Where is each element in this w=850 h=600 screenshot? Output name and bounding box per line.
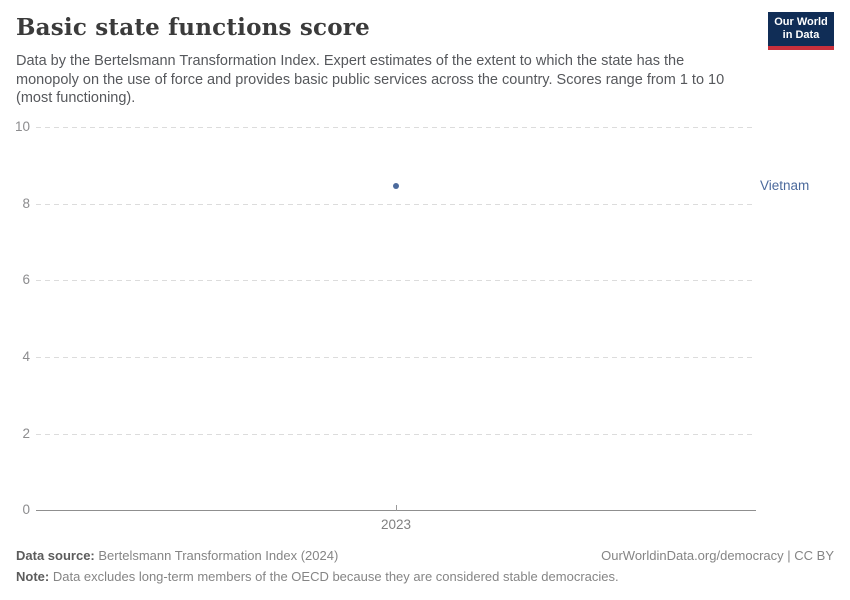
y-tick-label-2: 2 [22,426,30,441]
attribution-link[interactable]: OurWorldinData.org/democracy | CC BY [601,548,834,563]
data-point-vietnam[interactable] [393,183,399,189]
owid-logo[interactable]: Our World in Data [768,12,834,50]
y-tick-label-0: 0 [22,502,30,517]
gridline-2 [36,434,756,435]
data-source-value: Bertelsmann Transformation Index (2024) [98,548,339,563]
y-tick-label-10: 10 [14,119,30,134]
gridline-4 [36,357,756,358]
y-tick-label-6: 6 [22,272,30,287]
note-value: Data excludes long-term members of the O… [52,569,619,584]
y-tick-label-4: 4 [22,349,30,364]
chart-subtitle: Data by the Bertelsmann Transformation I… [16,53,725,106]
gridline-8 [36,204,756,205]
footer-source-text: Data source: Bertelsmann Transformation … [16,548,338,563]
gridline-10 [36,127,756,128]
page-title: Basic state functions score [16,14,370,41]
entity-label-vietnam[interactable]: Vietnam [760,178,810,193]
note-label: Note: [16,569,50,584]
owid-logo-line1: Our World [774,16,828,28]
data-source-label: Data source: [16,548,95,563]
footer-source-row: Data source: Bertelsmann Transformation … [16,548,834,563]
gridline-6 [36,280,756,281]
x-tick-label-2023: 2023 [380,517,412,532]
x-axis-tick-2023 [396,505,397,511]
footer-note-row: Note: Data excludes long-term members of… [16,569,834,584]
y-tick-label-8: 8 [22,196,30,211]
owid-logo-line2: in Data [782,29,820,41]
